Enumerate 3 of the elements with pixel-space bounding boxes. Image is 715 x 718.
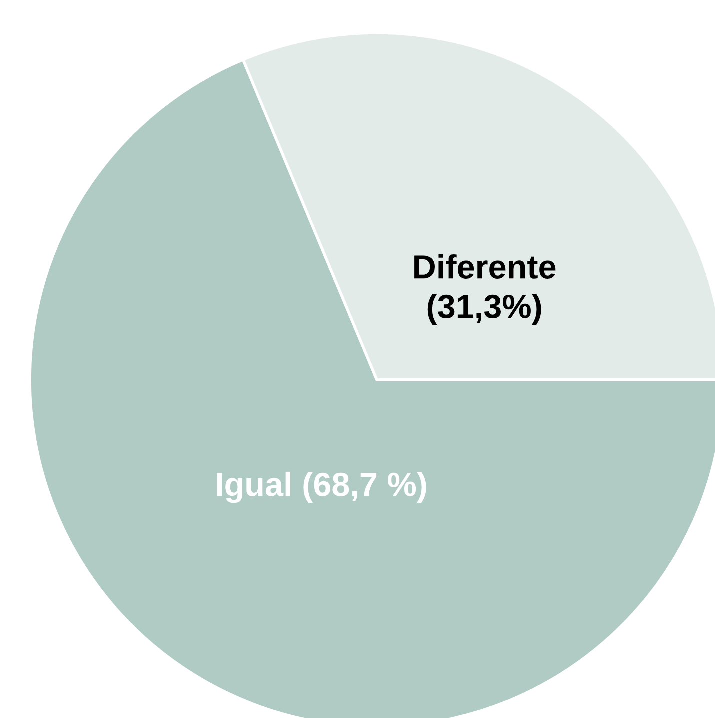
slice-label: Igual (68,7 %) xyxy=(217,472,426,504)
data-label: (31,3%) xyxy=(428,294,542,326)
slice-label: Diferente xyxy=(414,254,556,279)
